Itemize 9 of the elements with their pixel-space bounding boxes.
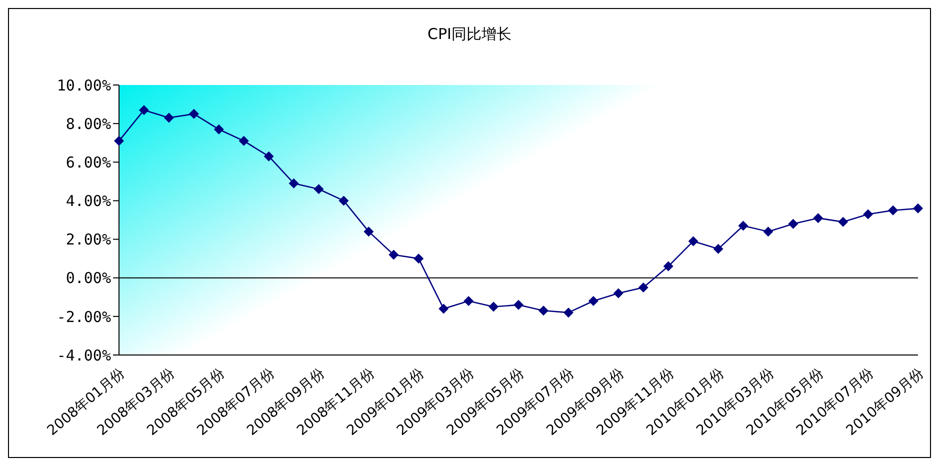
y-tick-label: 2.00% xyxy=(66,230,111,249)
y-tick-label: 0.00% xyxy=(66,269,111,288)
y-tick-label: 8.00% xyxy=(66,114,111,133)
y-tick-label: -2.00% xyxy=(56,308,111,326)
y-tick-label: -4.00% xyxy=(56,346,111,364)
y-tick-label: 4.00% xyxy=(66,192,111,210)
y-tick-label: 6.00% xyxy=(66,153,111,172)
y-tick-label: 10.00% xyxy=(56,76,111,94)
chart-title: CPI同比增长 xyxy=(426,24,512,45)
